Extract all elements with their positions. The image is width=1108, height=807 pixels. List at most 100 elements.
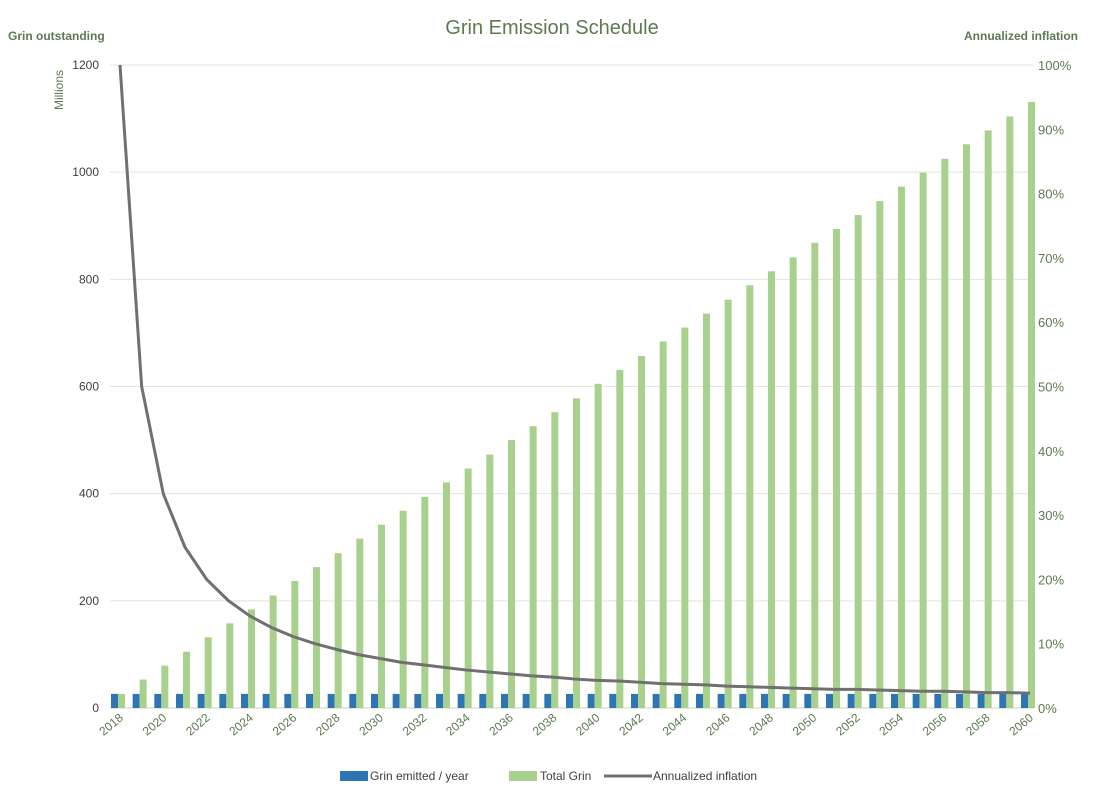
- bar-emitted: [934, 693, 942, 708]
- bar-total: [378, 524, 385, 708]
- x-tick-label: 2022: [183, 710, 213, 738]
- bar-emitted: [956, 693, 963, 708]
- bar-total: [551, 412, 559, 708]
- right-tick-label: 60%: [1038, 315, 1064, 330]
- bar-emitted: [154, 693, 162, 708]
- bar-emitted: [457, 693, 465, 708]
- bar-total: [139, 679, 147, 708]
- legend-label-total: Total Grin: [540, 769, 591, 783]
- bar-emitted: [782, 693, 790, 708]
- bar-total: [659, 341, 667, 708]
- bar-total: [291, 581, 299, 708]
- left-axis-ticks: 0 200 400 600 800 1000 1200: [72, 58, 99, 715]
- legend-swatch-emitted: [340, 771, 368, 781]
- bar-emitted: [761, 693, 768, 708]
- bar-emitted: [111, 693, 118, 708]
- bar-emitted: [501, 693, 508, 708]
- x-tick-label: 2060: [1006, 710, 1036, 738]
- bar-emitted: [847, 693, 855, 708]
- bar-emitted: [132, 693, 140, 708]
- bar-total: [1028, 101, 1035, 708]
- x-tick-label: 2026: [270, 710, 300, 738]
- left-tick-label: 1200: [72, 58, 99, 72]
- bar-emitted: [912, 693, 920, 708]
- legend-label-emitted: Grin emitted / year: [370, 769, 469, 783]
- bar-emitted: [392, 693, 400, 708]
- x-tick-label: 2030: [356, 710, 386, 738]
- left-tick-label: 600: [79, 380, 99, 394]
- x-tick-label: 2056: [920, 710, 950, 738]
- bar-total: [399, 510, 407, 708]
- left-tick-label: 400: [79, 487, 99, 501]
- bar-total: [508, 440, 515, 708]
- x-tick-label: 2050: [790, 710, 820, 738]
- bar-total: [226, 623, 234, 708]
- inflation-line: [118, 64, 1031, 695]
- bar-emitted: [327, 693, 335, 708]
- x-tick-label: 2052: [833, 710, 863, 738]
- x-tick-label: 2028: [313, 710, 343, 738]
- gridlines: [110, 64, 1034, 709]
- x-tick-label: 2044: [660, 710, 690, 738]
- bar-emitted: [436, 693, 443, 708]
- bar-total: [204, 637, 212, 708]
- x-tick-label: 2018: [96, 710, 126, 738]
- bar-total: [854, 215, 862, 709]
- chart-title: Grin Emission Schedule: [445, 17, 658, 39]
- bar-emitted: [826, 693, 833, 708]
- inflation-line-layer: [118, 64, 1031, 695]
- bar-total: [876, 201, 884, 708]
- bar-total: [768, 271, 775, 708]
- bar-emitted: [479, 693, 487, 708]
- bar-total: [464, 468, 472, 708]
- legend-swatch-total: [509, 771, 537, 781]
- bar-total: [984, 130, 992, 708]
- x-tick-label: 2042: [616, 710, 646, 738]
- bar-emitted: [739, 693, 747, 708]
- bar-total: [681, 327, 689, 708]
- right-tick-label: 50%: [1038, 380, 1064, 395]
- bar-emitted: [804, 693, 812, 708]
- bars: [111, 101, 1035, 709]
- bar-emitted: [219, 693, 227, 708]
- bar-total: [919, 172, 927, 708]
- left-tick-label: 0: [92, 701, 99, 715]
- bar-emitted: [977, 693, 985, 708]
- right-tick-label: 30%: [1038, 508, 1064, 523]
- bar-total: [638, 355, 645, 708]
- bar-emitted: [306, 693, 313, 708]
- left-axis-unit: Millions: [52, 70, 66, 110]
- right-tick-label: 80%: [1038, 187, 1064, 202]
- bar-total: [616, 369, 624, 708]
- bar-total: [898, 186, 905, 709]
- left-tick-label: 200: [79, 594, 99, 608]
- bar-emitted: [241, 693, 248, 708]
- bar-emitted: [696, 693, 703, 708]
- right-tick-label: 10%: [1038, 637, 1064, 652]
- bar-total: [183, 651, 190, 708]
- bar-total: [334, 553, 342, 708]
- bar-emitted: [652, 693, 660, 708]
- bar-emitted: [631, 693, 638, 708]
- bar-total: [356, 538, 364, 708]
- bar-total: [443, 482, 450, 708]
- x-tick-label: 2038: [530, 710, 560, 738]
- right-axis-title: Annualized inflation: [964, 29, 1078, 43]
- bar-total: [248, 609, 255, 708]
- right-tick-label: 40%: [1038, 444, 1064, 459]
- bar-emitted: [197, 693, 205, 708]
- bar-total: [421, 496, 429, 708]
- bar-emitted: [999, 693, 1007, 708]
- bar-total: [941, 158, 949, 709]
- bar-emitted: [891, 693, 898, 708]
- bar-emitted: [284, 693, 292, 708]
- bar-total: [573, 398, 580, 708]
- x-tick-label: 2036: [486, 710, 516, 738]
- right-tick-label: 0%: [1038, 701, 1057, 716]
- bar-total: [1006, 116, 1014, 708]
- bar-emitted: [349, 693, 357, 708]
- x-tick-label: 2020: [140, 710, 170, 738]
- x-tick-label: 2040: [573, 710, 603, 738]
